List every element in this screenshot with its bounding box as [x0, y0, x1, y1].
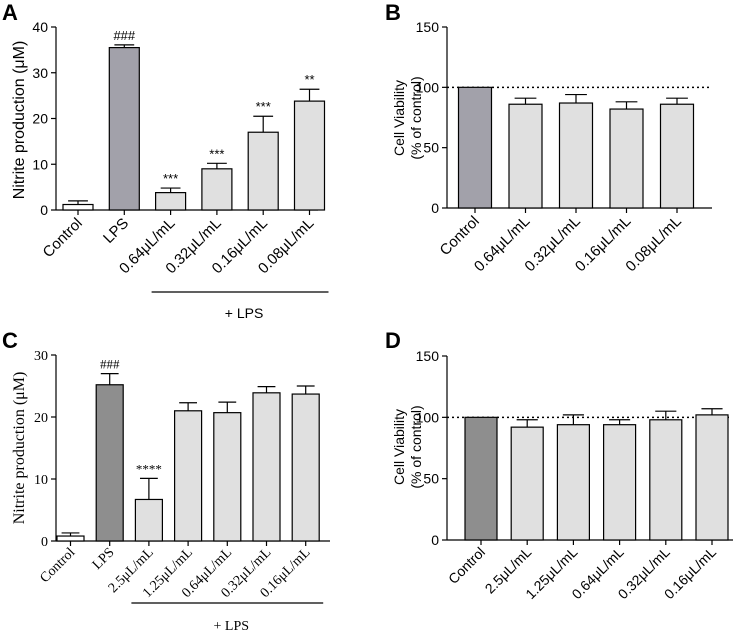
bar-0-32-l-ml — [252, 392, 281, 542]
y-tick-label: 40 — [32, 19, 48, 35]
panel-letter-a: A — [2, 0, 18, 25]
bar-0-32-l-ml — [558, 102, 594, 209]
y-tick-label: 20 — [32, 111, 48, 127]
bar-1-25-l-ml — [174, 410, 203, 542]
bar-0-16-l-ml — [291, 393, 320, 542]
panel-letter-d: D — [385, 328, 401, 353]
bar-control — [464, 416, 498, 541]
bar-lps — [95, 384, 124, 542]
y-tick-label: 10 — [34, 473, 48, 488]
bar-2-5-l-ml — [134, 498, 163, 542]
y-tick-label: 150 — [416, 348, 440, 364]
x-category-label: Control — [40, 215, 86, 261]
x-category-label: LPS — [90, 545, 118, 573]
x-category-label: LPS — [100, 215, 132, 247]
bar-0-64-l-ml — [508, 103, 543, 209]
y-tick-label: 0 — [431, 200, 439, 216]
y-tick-label: 0 — [431, 532, 439, 548]
y-tick-label: 50 — [423, 140, 439, 156]
y-tick-label: 20 — [34, 411, 48, 426]
x-category-label: 0.08μL/mL — [622, 213, 684, 275]
bar-0-08-l-ml — [659, 103, 695, 209]
x-category-label: Control — [437, 213, 483, 259]
y-tick-label: 10 — [32, 156, 48, 172]
bar-control — [62, 203, 94, 211]
y-axis-title: Cell Viability(% of control) — [391, 76, 424, 159]
bar-control — [56, 535, 85, 542]
y-axis-title: Nitrite production (μM) — [11, 372, 28, 525]
x-category-label: Control — [37, 545, 78, 586]
panel-letter-b: B — [385, 0, 401, 25]
y-tick-label: 0 — [40, 202, 48, 218]
y-axis-title-line: Cell Viability — [391, 80, 407, 156]
bar-0-16-l-ml — [609, 108, 644, 209]
x-category-label: Control — [445, 544, 488, 587]
y-tick-label: 150 — [416, 19, 440, 35]
panel-d-chart: D 0 50 100 150 Cell Viability(% of control) Co… — [385, 328, 733, 602]
y-tick-label: 30 — [34, 349, 48, 364]
significance-label: ** — [304, 72, 314, 87]
group-label: + LPS — [214, 619, 250, 634]
bar-control — [457, 86, 493, 209]
bar-0-16-l-ml — [247, 131, 279, 211]
y-tick-label: 100 — [416, 79, 440, 95]
bar-lps — [108, 46, 140, 211]
bar-0-32-l-ml — [649, 419, 683, 541]
significance-label: ### — [113, 28, 135, 43]
y-tick-label: 30 — [32, 65, 48, 81]
bar-0-64-l-ml — [155, 192, 187, 211]
bar-1-25-l-ml — [556, 424, 591, 541]
bar-2-5-l-ml — [510, 426, 544, 541]
y-axis-title-line: (% of control) — [408, 76, 424, 159]
panel-b-chart: B 0 50 100 150 Cell Viability(% of control) Co… — [385, 0, 712, 275]
significance-label: ### — [100, 357, 120, 372]
y-axis-title-line: Nitrite production (μM) — [11, 372, 28, 525]
bar-0-08-l-ml — [293, 100, 326, 211]
significance-label: *** — [209, 146, 224, 161]
y-axis-title: Cell Viability(% of control) — [391, 405, 424, 488]
bar-0-64-l-ml — [213, 412, 242, 542]
bar-0-32-l-ml — [201, 168, 233, 211]
significance-label: *** — [163, 171, 178, 186]
y-axis-title-line: Cell Viability — [391, 409, 407, 485]
panel-letter-c: C — [2, 328, 18, 353]
panel-c-chart: C 0 10 20 30 Nitrite production (μM) Control ##… — [2, 328, 330, 634]
significance-label: **** — [136, 461, 162, 476]
group-label: + LPS — [225, 305, 264, 321]
significance-label: *** — [256, 99, 271, 114]
bar-0-64-l-ml — [602, 424, 637, 541]
y-axis-title-line: (% of control) — [408, 405, 424, 488]
bar-0-16-l-ml — [695, 414, 729, 541]
y-axis-title: Nitrite production (μM) — [11, 41, 28, 200]
y-tick-label: 100 — [416, 409, 440, 425]
y-tick-label: 50 — [423, 471, 439, 487]
y-axis-title-line: Nitrite production (μM) — [11, 41, 28, 200]
y-tick-label: 0 — [41, 535, 48, 550]
